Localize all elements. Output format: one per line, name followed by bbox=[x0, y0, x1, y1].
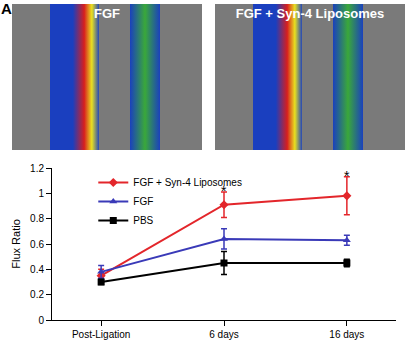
svg-text:Flux Ratio: Flux Ratio bbox=[10, 219, 22, 269]
svg-text:6 days: 6 days bbox=[209, 329, 238, 340]
html-text:FGF: FGF bbox=[94, 6, 120, 21]
svg-text:FGF: FGF bbox=[133, 196, 153, 207]
svg-text:FGF + Syn-4 Liposomes: FGF + Syn-4 Liposomes bbox=[133, 177, 242, 188]
svg-text:16 days: 16 days bbox=[329, 329, 364, 340]
svg-text:0.8: 0.8 bbox=[30, 213, 44, 224]
svg-text:0.6: 0.6 bbox=[30, 239, 44, 250]
svg-text:1: 1 bbox=[38, 188, 44, 199]
svg-text:0.4: 0.4 bbox=[30, 264, 44, 275]
svg-text:0.2: 0.2 bbox=[30, 289, 44, 300]
svg-text:0: 0 bbox=[38, 315, 44, 326]
svg-text:*: * bbox=[344, 168, 350, 184]
svg-text:Post-Ligation: Post-Ligation bbox=[72, 329, 130, 340]
html-text:FGF + Syn-4 Liposomes: FGF + Syn-4 Liposomes bbox=[235, 6, 385, 21]
svg-text:*: * bbox=[221, 183, 227, 199]
svg-text:PBS: PBS bbox=[133, 215, 153, 226]
html-text:A: A bbox=[1, 0, 12, 17]
svg-text:1.2: 1.2 bbox=[30, 163, 44, 174]
